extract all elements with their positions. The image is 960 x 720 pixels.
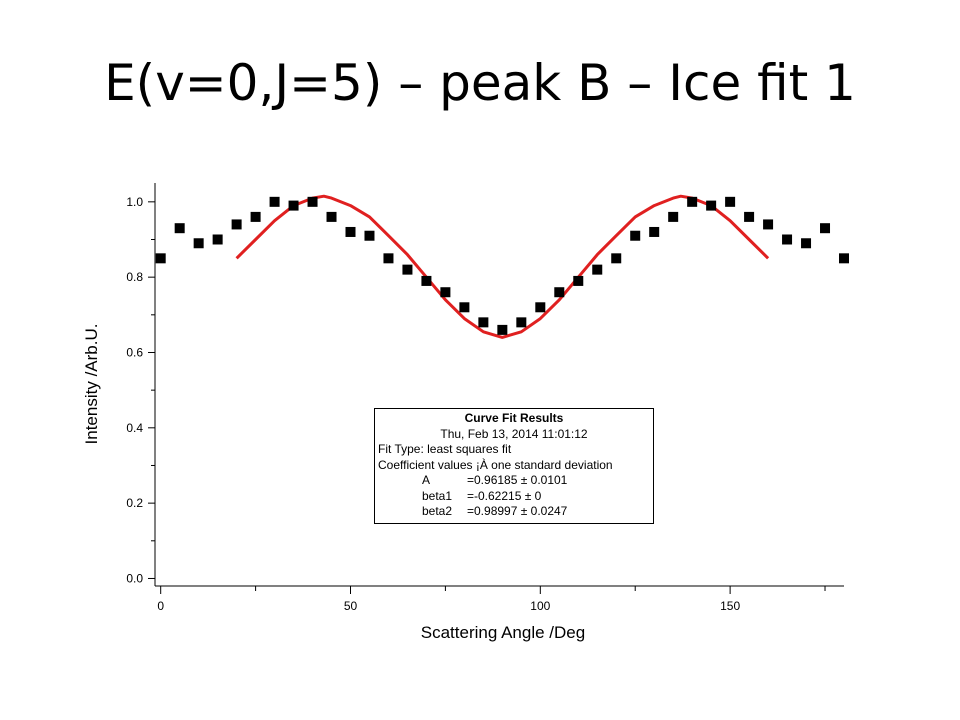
data-point [611,253,622,264]
y-tick-label: 0.6 [126,345,143,359]
data-point [383,253,394,264]
data-point [535,302,546,313]
y-tick-label: 0.4 [126,421,143,435]
data-point [706,200,717,211]
data-point [744,211,755,222]
fit-coef-row-beta2: beta2 =0.98997 ± 0.0247 [378,504,650,520]
data-point [212,234,223,245]
fit-coef-name: A [422,473,431,487]
data-point [250,211,261,222]
data-point [288,200,299,211]
curve-fit-results-box: Curve Fit Results Thu, Feb 13, 2014 11:0… [374,408,654,524]
data-point [155,253,166,264]
data-point [649,226,660,237]
data-point [459,302,470,313]
x-tick-label: 50 [344,599,358,613]
data-point [174,223,185,234]
data-point [630,230,641,241]
y-tick-label: 1.0 [126,195,143,209]
data-point [402,264,413,275]
data-point [573,275,584,286]
data-point [497,324,508,335]
x-tick-label: 150 [720,599,740,613]
x-tick-label: 0 [157,599,164,613]
data-point [801,238,812,249]
fit-coef-row-a: A =0.96185 ± 0.0101 [378,473,650,489]
y-tick-label: 0.8 [126,270,143,284]
data-point [516,317,527,328]
data-point [820,223,831,234]
fit-coef-name: beta2 [422,504,453,518]
data-point [345,226,356,237]
fit-coef-row-beta1: beta1 =-0.62215 ± 0 [378,489,650,505]
fit-box-fit-type: Fit Type: least squares fit [378,442,512,456]
data-point [554,287,565,298]
data-point [231,219,242,230]
x-tick-label: 100 [530,599,550,613]
y-axis-label: Intensity /Arb.U. [82,324,101,445]
fit-box-title: Curve Fit Results [464,411,564,425]
data-point [725,196,736,207]
x-axis-label: Scattering Angle /Deg [421,623,585,642]
data-point [668,211,679,222]
fit-coef-value: =0.98997 ± 0.0247 [467,504,568,518]
fit-box-date: Thu, Feb 13, 2014 11:01:12 [440,426,588,441]
y-tick-label: 0.0 [126,571,143,585]
data-point [421,275,432,286]
data-point [782,234,793,245]
fit-line-layer [235,194,770,339]
data-point [763,219,774,230]
fit-coef-value: =0.96185 ± 0.0101 [467,473,568,487]
fit-coef-name: beta1 [422,488,453,503]
slide-title: E(v=0,J=5) – peak B – Ice fit 1 [104,54,856,112]
points-layer [155,196,849,335]
data-point [269,196,280,207]
data-point [364,230,375,241]
fit-curve [235,194,770,339]
fit-box-coef-header: Coefficient values ¡À one standard devia… [378,457,613,472]
fit-coef-value: =-0.62215 ± 0 [467,488,542,503]
data-point [193,238,204,249]
data-point [839,253,849,264]
data-point [440,287,451,298]
data-point [307,196,318,207]
data-point [478,317,489,328]
data-point [687,196,698,207]
axes: 0.0 0.2 0.4 0.6 0.8 1.0 0 50 100 150 [126,183,844,613]
data-point [592,264,603,275]
y-tick-label: 0.2 [126,496,143,510]
data-point [326,211,337,222]
